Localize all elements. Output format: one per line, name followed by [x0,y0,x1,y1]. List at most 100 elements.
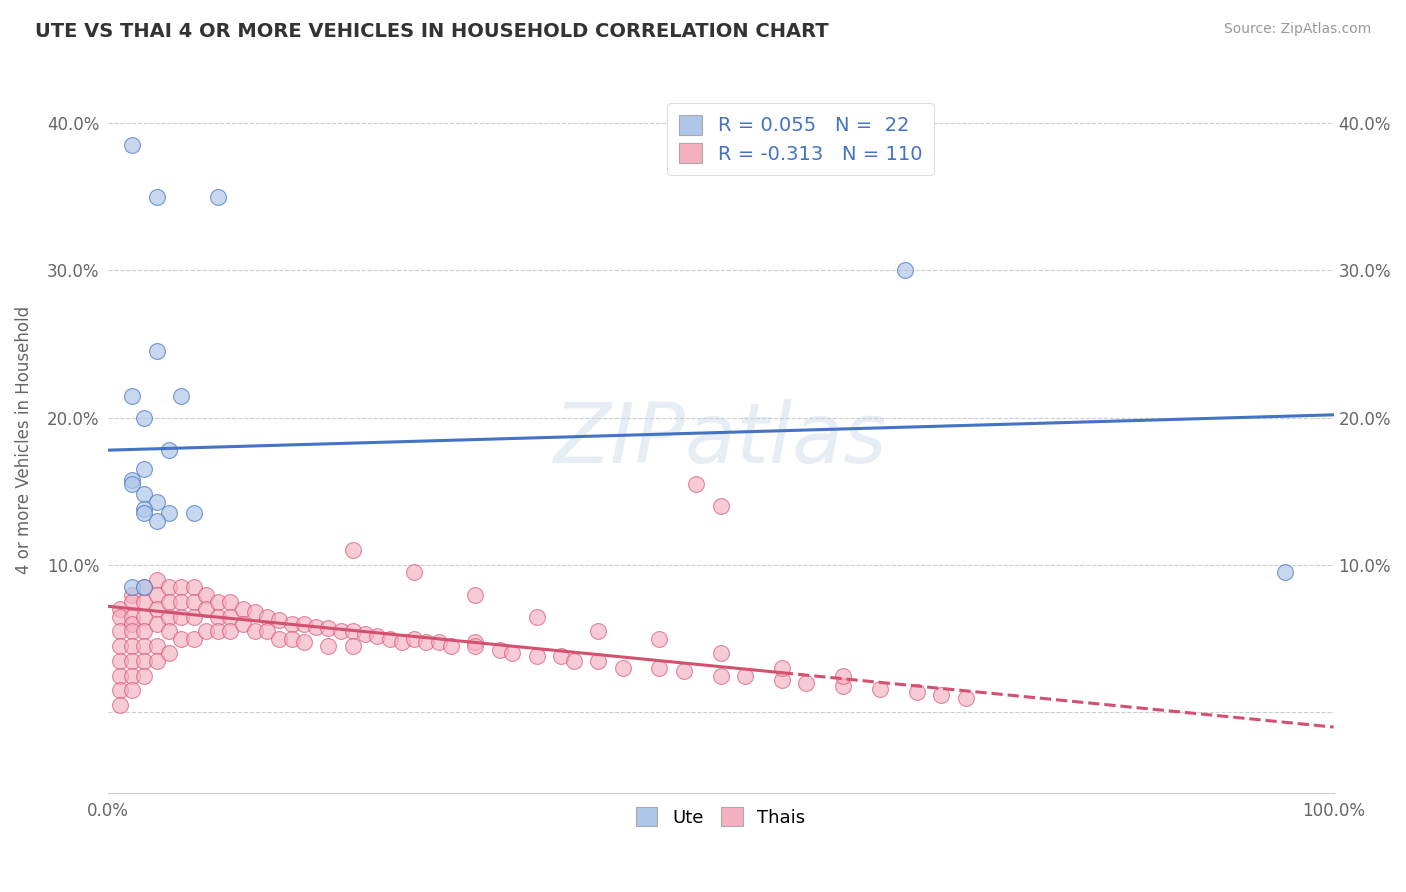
Point [121,138,143,153]
Point [648,632,671,646]
Point [194,587,217,601]
Point [108,698,131,712]
Point [672,664,695,678]
Point [121,389,143,403]
Point [292,634,315,648]
Point [183,609,205,624]
Point [145,639,167,653]
Point [157,595,180,609]
Point [550,649,572,664]
Point [207,609,229,624]
Point [134,624,156,639]
Point [157,609,180,624]
Point [134,609,156,624]
Point [134,487,156,501]
Point [121,477,143,491]
Point [134,507,156,521]
Point [170,609,193,624]
Point [170,580,193,594]
Point [464,587,486,601]
Point [157,580,180,594]
Point [145,514,167,528]
Point [134,595,156,609]
Point [157,647,180,661]
Point [145,190,167,204]
Point [796,676,818,690]
Point [194,624,217,639]
Point [170,632,193,646]
Point [256,624,278,639]
Point [342,624,364,639]
Point [378,632,401,646]
Point [955,690,977,705]
Point [710,647,733,661]
Legend: Ute, Thais: Ute, Thais [628,800,813,834]
Point [905,684,928,698]
Point [734,668,756,682]
Point [318,639,340,653]
Point [108,609,131,624]
Point [292,617,315,632]
Point [526,609,548,624]
Point [562,654,585,668]
Point [145,494,167,508]
Point [207,624,229,639]
Point [145,573,167,587]
Point [134,502,156,516]
Point [170,389,193,403]
Point [280,632,302,646]
Point [832,668,855,682]
Point [612,661,634,675]
Point [342,543,364,558]
Point [526,649,548,664]
Point [170,595,193,609]
Point [366,629,388,643]
Point [134,668,156,682]
Point [134,410,156,425]
Point [710,499,733,513]
Point [145,587,167,601]
Point [931,688,953,702]
Point [404,632,426,646]
Point [342,639,364,653]
Point [318,621,340,635]
Point [893,263,915,277]
Point [305,620,328,634]
Point [145,602,167,616]
Point [586,624,609,639]
Point [710,668,733,682]
Point [108,654,131,668]
Point [219,609,242,624]
Point [391,634,413,648]
Point [134,462,156,476]
Point [134,580,156,594]
Point [427,634,450,648]
Point [108,602,131,616]
Point [404,566,426,580]
Point [121,683,143,698]
Point [121,617,143,632]
Point [145,617,167,632]
Point [1274,566,1296,580]
Point [243,624,266,639]
Text: Source: ZipAtlas.com: Source: ZipAtlas.com [1223,22,1371,37]
Point [121,668,143,682]
Point [183,595,205,609]
Point [415,634,437,648]
Point [134,639,156,653]
Point [183,507,205,521]
Point [464,634,486,648]
Point [869,681,891,696]
Point [685,477,707,491]
Point [232,602,254,616]
Point [121,609,143,624]
Point [219,595,242,609]
Point [243,605,266,619]
Point [121,654,143,668]
Text: UTE VS THAI 4 OR MORE VEHICLES IN HOUSEHOLD CORRELATION CHART: UTE VS THAI 4 OR MORE VEHICLES IN HOUSEH… [35,22,828,41]
Point [648,661,671,675]
Point [219,624,242,639]
Point [354,627,377,641]
Point [121,624,143,639]
Point [108,668,131,682]
